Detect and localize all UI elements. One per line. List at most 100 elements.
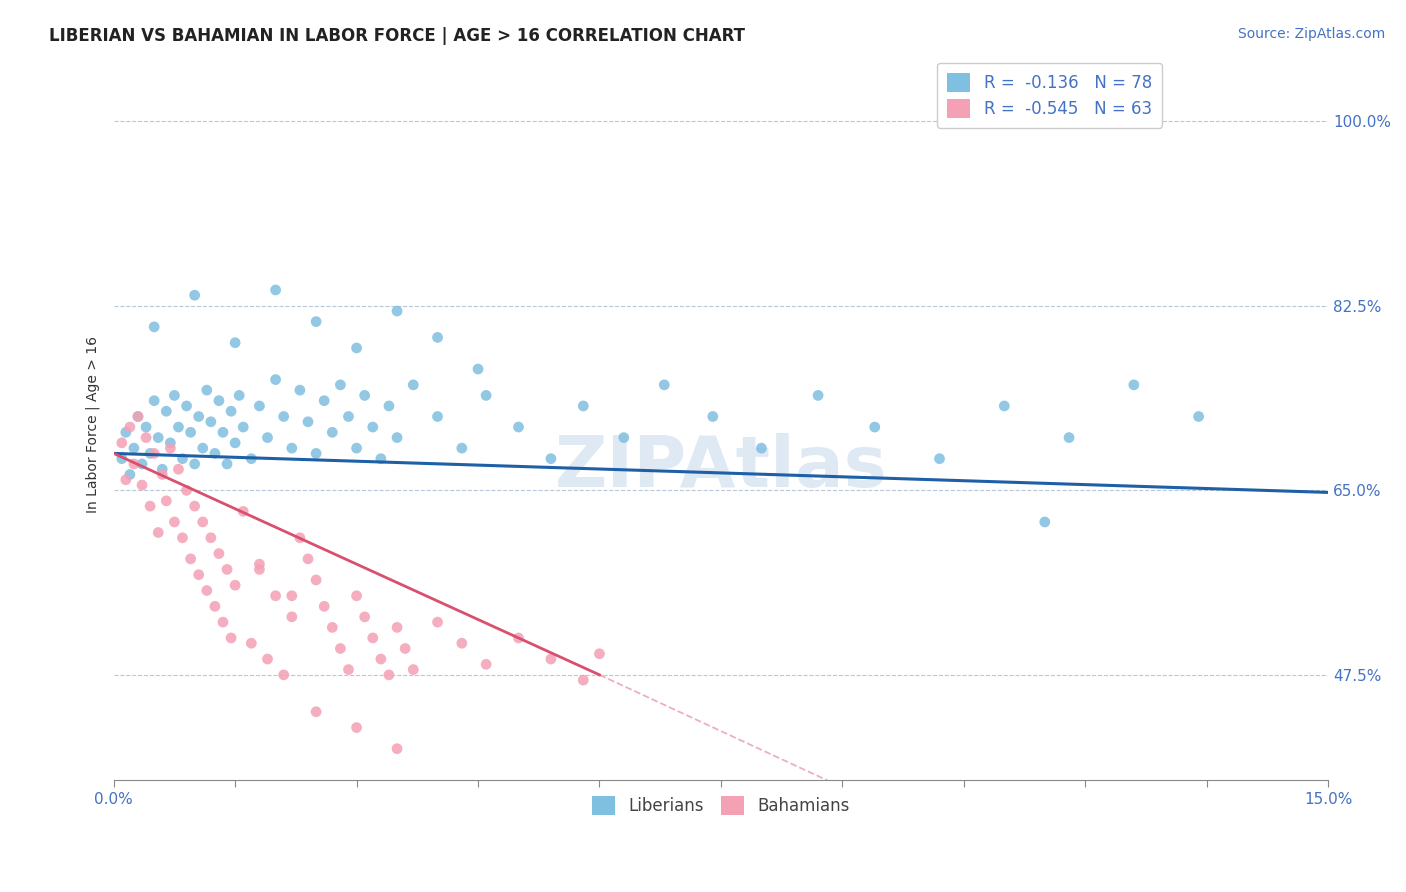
Point <box>127 409 149 424</box>
Point <box>208 547 231 561</box>
Point <box>256 652 278 666</box>
Point <box>212 615 235 629</box>
Point <box>191 515 214 529</box>
Point <box>281 610 304 624</box>
Point <box>475 388 498 402</box>
Point <box>314 599 336 614</box>
Point <box>155 404 177 418</box>
Point <box>264 283 287 297</box>
Point <box>183 288 205 302</box>
Point <box>540 451 562 466</box>
Text: ZIPAtlas: ZIPAtlas <box>554 433 887 501</box>
Point <box>148 525 170 540</box>
Point <box>240 636 263 650</box>
Point <box>150 467 173 482</box>
Point <box>131 478 153 492</box>
Point <box>508 631 530 645</box>
Point <box>378 668 401 682</box>
Point <box>281 589 304 603</box>
Point <box>370 451 392 466</box>
Point <box>297 552 319 566</box>
Point <box>172 531 194 545</box>
Point <box>200 531 222 545</box>
Point <box>224 435 246 450</box>
Point <box>385 741 408 756</box>
Point <box>928 451 950 466</box>
Point <box>143 319 166 334</box>
Point <box>652 377 675 392</box>
Point <box>475 657 498 672</box>
Point <box>346 589 368 603</box>
Point <box>426 409 449 424</box>
Point <box>305 705 328 719</box>
Text: LIBERIAN VS BAHAMIAN IN LABOR FORCE | AGE > 16 CORRELATION CHART: LIBERIAN VS BAHAMIAN IN LABOR FORCE | AG… <box>49 27 745 45</box>
Point <box>402 663 425 677</box>
Point <box>385 304 408 318</box>
Point <box>329 641 352 656</box>
Point <box>187 567 209 582</box>
Point <box>572 399 595 413</box>
Point <box>187 409 209 424</box>
Point <box>122 457 145 471</box>
Point <box>281 441 304 455</box>
Point <box>264 589 287 603</box>
Point <box>450 636 472 650</box>
Point <box>402 377 425 392</box>
Point <box>143 393 166 408</box>
Point <box>264 373 287 387</box>
Point <box>1187 409 1209 424</box>
Point <box>370 652 392 666</box>
Point <box>361 420 384 434</box>
Point <box>305 573 328 587</box>
Point <box>249 562 271 576</box>
Point <box>1033 515 1056 529</box>
Point <box>183 499 205 513</box>
Point <box>118 420 141 434</box>
Point <box>163 388 186 402</box>
Point <box>346 341 368 355</box>
Point <box>273 409 295 424</box>
Point <box>148 431 170 445</box>
Point <box>159 441 181 455</box>
Legend: Liberians, Bahamians: Liberians, Bahamians <box>582 786 860 825</box>
Point <box>143 446 166 460</box>
Point <box>195 383 218 397</box>
Point <box>215 457 238 471</box>
Point <box>346 441 368 455</box>
Point <box>232 420 254 434</box>
Point <box>1057 431 1080 445</box>
Point <box>200 415 222 429</box>
Text: Source: ZipAtlas.com: Source: ZipAtlas.com <box>1237 27 1385 41</box>
Point <box>314 393 336 408</box>
Point <box>219 631 242 645</box>
Point <box>613 431 636 445</box>
Point <box>249 557 271 571</box>
Point <box>361 631 384 645</box>
Point <box>540 652 562 666</box>
Point <box>150 462 173 476</box>
Point <box>204 599 226 614</box>
Point <box>215 562 238 576</box>
Point <box>450 441 472 455</box>
Point <box>122 441 145 455</box>
Point <box>863 420 886 434</box>
Point <box>467 362 489 376</box>
Point <box>139 446 162 460</box>
Point <box>337 409 360 424</box>
Point <box>118 467 141 482</box>
Point <box>167 462 190 476</box>
Point <box>163 515 186 529</box>
Point <box>993 399 1015 413</box>
Point <box>329 377 352 392</box>
Point <box>114 425 136 440</box>
Point <box>321 620 343 634</box>
Point <box>751 441 773 455</box>
Point <box>191 441 214 455</box>
Point <box>135 431 157 445</box>
Point <box>702 409 724 424</box>
Point <box>212 425 235 440</box>
Point <box>180 425 202 440</box>
Point <box>172 451 194 466</box>
Point <box>297 415 319 429</box>
Point <box>394 641 416 656</box>
